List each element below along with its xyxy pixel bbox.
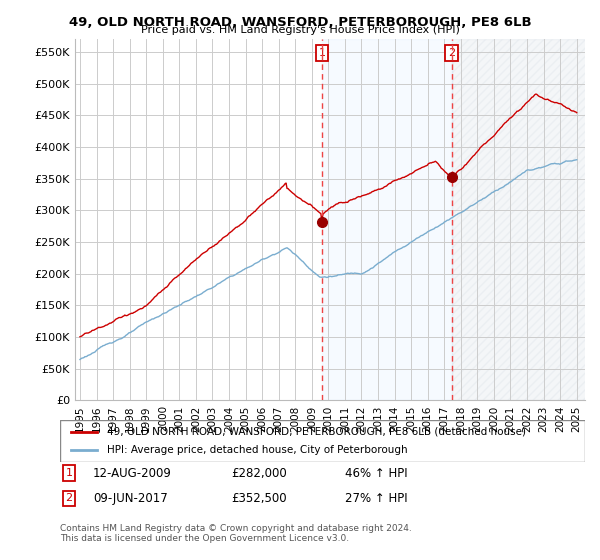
Text: £352,500: £352,500 bbox=[231, 492, 287, 505]
Text: 49, OLD NORTH ROAD, WANSFORD, PETERBOROUGH, PE8 6LB (detached house): 49, OLD NORTH ROAD, WANSFORD, PETERBOROU… bbox=[107, 427, 526, 437]
Text: 46% ↑ HPI: 46% ↑ HPI bbox=[345, 466, 407, 480]
Text: 49, OLD NORTH ROAD, WANSFORD, PETERBOROUGH, PE8 6LB: 49, OLD NORTH ROAD, WANSFORD, PETERBOROU… bbox=[68, 16, 532, 29]
Text: 12-AUG-2009: 12-AUG-2009 bbox=[93, 466, 172, 480]
Bar bbox=[322, 39, 452, 400]
Text: HPI: Average price, detached house, City of Peterborough: HPI: Average price, detached house, City… bbox=[107, 445, 408, 455]
Text: 1: 1 bbox=[319, 48, 326, 58]
Text: 1: 1 bbox=[65, 468, 73, 478]
Bar bbox=[452, 39, 593, 400]
Text: £282,000: £282,000 bbox=[231, 466, 287, 480]
Text: 2: 2 bbox=[448, 48, 455, 58]
Text: 09-JUN-2017: 09-JUN-2017 bbox=[93, 492, 168, 505]
Text: Price paid vs. HM Land Registry's House Price Index (HPI): Price paid vs. HM Land Registry's House … bbox=[140, 25, 460, 35]
Text: Contains HM Land Registry data © Crown copyright and database right 2024.
This d: Contains HM Land Registry data © Crown c… bbox=[60, 524, 412, 543]
Text: 27% ↑ HPI: 27% ↑ HPI bbox=[345, 492, 407, 505]
Text: 2: 2 bbox=[65, 493, 73, 503]
